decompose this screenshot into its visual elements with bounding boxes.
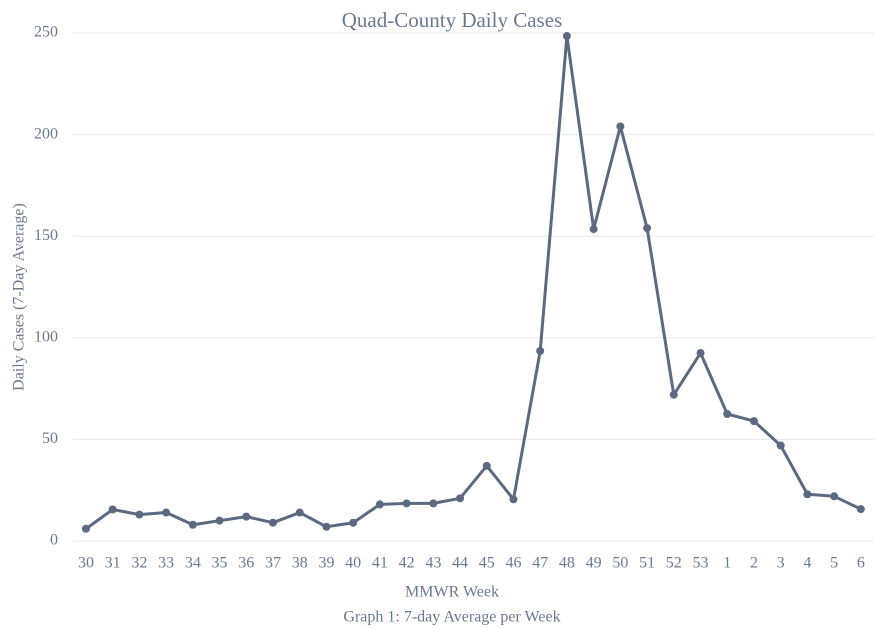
x-tick-label: 38: [292, 555, 308, 572]
point: [776, 441, 785, 450]
point: [830, 492, 839, 501]
point: [536, 347, 545, 356]
point: [188, 520, 197, 529]
point: [856, 505, 865, 514]
x-tick-label: 46: [505, 555, 521, 572]
point: [643, 224, 652, 233]
point: [322, 522, 331, 531]
point: [81, 524, 90, 533]
x-tick-label: 44: [452, 555, 468, 572]
chart-title: Quad-County Daily Cases: [342, 8, 562, 32]
y-tick-label: 150: [34, 227, 58, 244]
point: [696, 349, 705, 358]
x-tick-label: 5: [830, 555, 838, 572]
point: [456, 494, 465, 503]
x-tick-label: 36: [238, 555, 254, 572]
x-tick-label: 34: [185, 555, 201, 572]
point: [349, 518, 358, 527]
point: [215, 516, 224, 525]
point: [402, 499, 411, 508]
y-tick-label: 50: [42, 430, 58, 447]
x-tick-label: 37: [265, 555, 281, 572]
point: [589, 225, 598, 234]
y-tick-label: 200: [34, 125, 58, 142]
x-tick-label: 51: [639, 555, 655, 572]
x-tick-label: 3: [777, 555, 785, 572]
x-tick-label: 40: [345, 555, 361, 572]
point: [669, 390, 678, 399]
x-tick-label: 49: [586, 555, 602, 572]
point: [162, 508, 171, 517]
x-tick-label: 35: [212, 555, 228, 572]
line: [85, 34, 862, 531]
x-tick-label: 6: [857, 555, 865, 572]
point: [562, 32, 571, 41]
point: [135, 510, 144, 519]
point: [429, 499, 438, 508]
x-tick-label: 2: [750, 555, 758, 572]
caption: Graph 1: 7-day Average per Week: [343, 609, 560, 626]
point: [482, 461, 491, 470]
x-tick-label: 43: [425, 555, 441, 572]
x-tick-label: 48: [559, 555, 575, 572]
x-tick-label: 52: [666, 555, 682, 572]
point: [509, 495, 518, 504]
x-tick-label: 53: [693, 555, 709, 572]
x-tick-label: 47: [532, 555, 548, 572]
y-axis-label: Daily Cases (7-Day Average): [11, 203, 28, 391]
point: [242, 512, 251, 521]
x-tick-label: 42: [399, 555, 415, 572]
x-tick-label: 31: [105, 555, 121, 572]
point: [269, 518, 277, 527]
y-tick-label: 100: [34, 328, 58, 345]
point: [749, 417, 758, 426]
y-tick-label: 250: [34, 24, 58, 41]
point: [723, 410, 732, 418]
x-tick-label: 30: [78, 555, 94, 572]
point: [375, 500, 384, 509]
point: [803, 490, 812, 499]
y-tick-label: 0: [50, 532, 58, 549]
x-tick-label: 32: [131, 555, 147, 572]
x-tick-label: 39: [318, 555, 334, 572]
point: [295, 508, 304, 517]
x-tick-label: 1: [723, 555, 731, 572]
point: [108, 505, 117, 514]
x-tick-label: 50: [612, 555, 628, 572]
x-tick-label: 45: [479, 555, 495, 572]
x-tick-label: 41: [372, 555, 388, 572]
point: [616, 122, 625, 131]
x-axis-label: MMWR Week: [405, 584, 499, 601]
x-tick-label: 4: [803, 555, 811, 572]
x-tick-label: 33: [158, 555, 174, 572]
